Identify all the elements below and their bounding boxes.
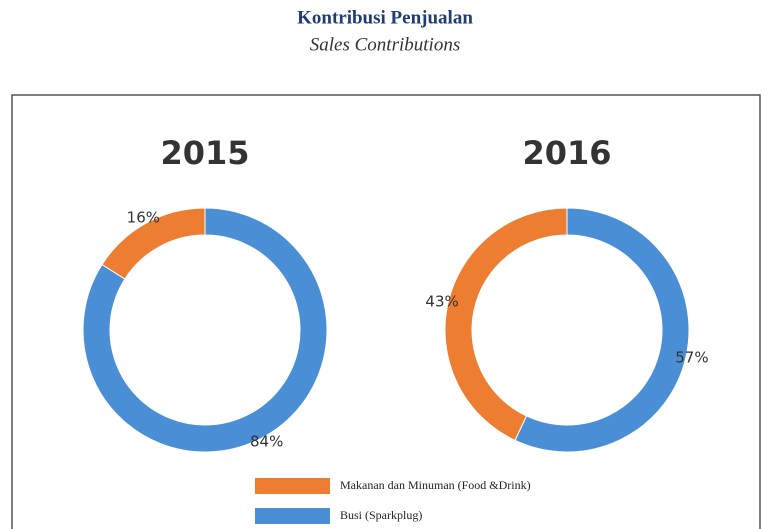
data-label: 16%	[127, 208, 160, 226]
chart-frame	[11, 94, 761, 529]
page-subtitle: Sales Contributions	[310, 34, 460, 55]
page-title: Kontribusi Penjualan	[297, 7, 473, 28]
data-label: 57%	[675, 348, 708, 366]
legend-label: Makanan dan Minuman (Food &Drink)	[340, 478, 531, 492]
chart-title: 2015	[160, 134, 249, 172]
donut-segment	[82, 207, 328, 453]
data-label: 43%	[425, 293, 458, 311]
legend-label: Busi (Sparkplug)	[340, 508, 422, 522]
donut-segment	[514, 207, 690, 453]
legend-swatch	[255, 508, 330, 524]
legend-swatch	[255, 478, 330, 494]
data-label: 84%	[250, 433, 283, 451]
chart-title: 2016	[522, 134, 611, 172]
